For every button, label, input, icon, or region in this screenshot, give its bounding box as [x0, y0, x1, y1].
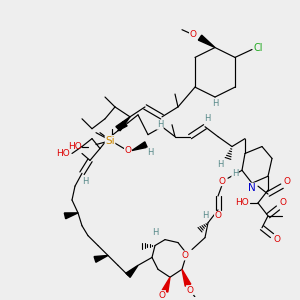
- Text: H: H: [147, 148, 153, 157]
- Polygon shape: [64, 213, 78, 219]
- Text: H: H: [82, 177, 88, 186]
- Polygon shape: [94, 256, 108, 262]
- Text: H: H: [157, 120, 163, 129]
- Text: N: N: [248, 183, 256, 193]
- Text: O: O: [182, 251, 188, 260]
- Text: H: H: [202, 211, 208, 220]
- Polygon shape: [118, 122, 127, 131]
- Text: Cl: Cl: [253, 43, 263, 52]
- Text: H: H: [212, 100, 218, 109]
- Text: O: O: [214, 211, 221, 220]
- Text: O: O: [280, 199, 286, 208]
- Polygon shape: [116, 117, 130, 131]
- Polygon shape: [132, 142, 147, 151]
- Text: H: H: [204, 114, 210, 123]
- Text: O: O: [124, 146, 131, 155]
- Polygon shape: [162, 277, 170, 292]
- Text: O: O: [274, 235, 280, 244]
- Text: Si: Si: [105, 136, 115, 146]
- Text: H: H: [217, 160, 223, 169]
- Text: O: O: [190, 30, 196, 39]
- Text: O: O: [187, 286, 194, 295]
- Polygon shape: [182, 269, 191, 286]
- Text: O: O: [284, 177, 290, 186]
- Text: H: H: [232, 169, 238, 178]
- Text: O: O: [218, 177, 226, 186]
- Text: HO: HO: [68, 142, 82, 151]
- Polygon shape: [126, 266, 138, 278]
- Text: HO: HO: [56, 149, 70, 158]
- Text: H: H: [152, 228, 158, 237]
- Polygon shape: [198, 35, 215, 47]
- Text: HO: HO: [235, 199, 249, 208]
- Text: O: O: [158, 291, 166, 300]
